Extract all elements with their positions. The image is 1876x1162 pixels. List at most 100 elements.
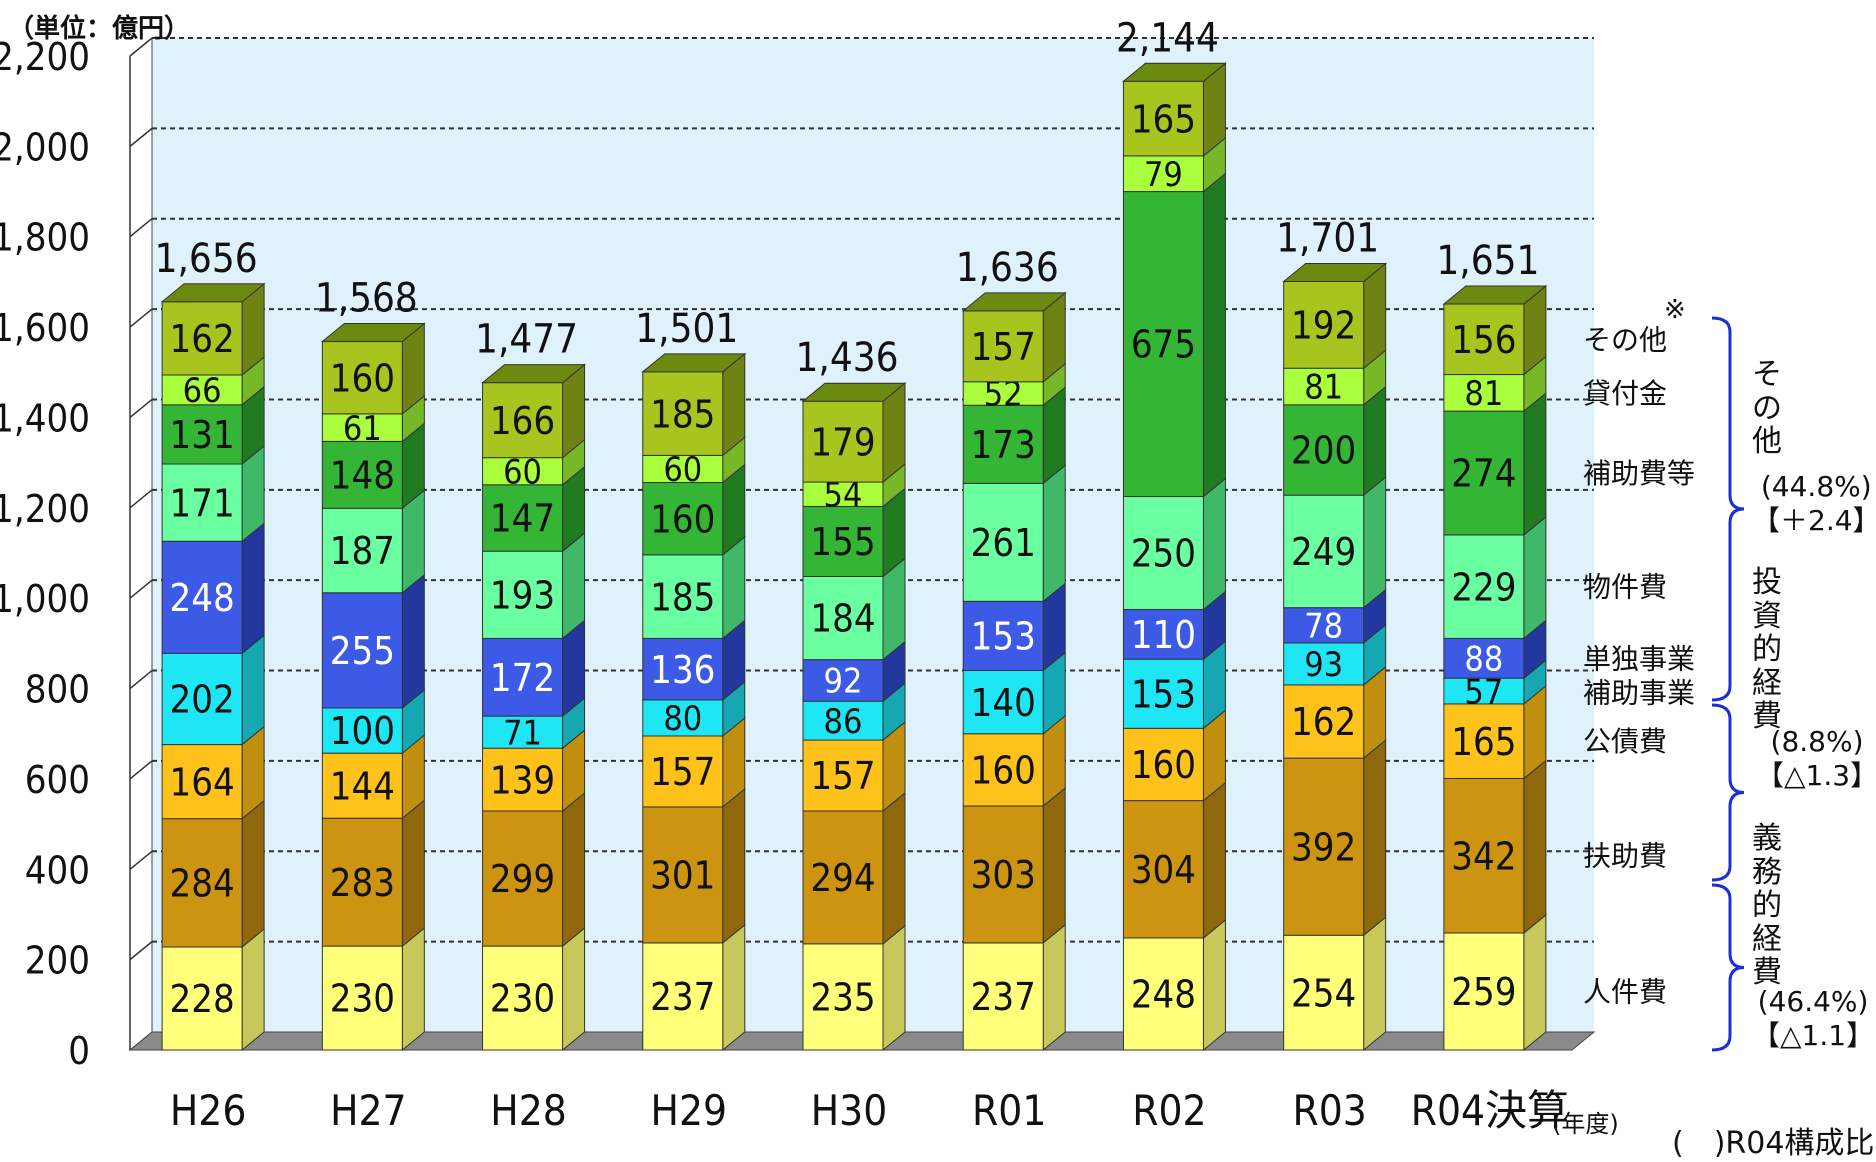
bar-value-label: 301 xyxy=(650,854,715,898)
bar-segment xyxy=(161,744,243,820)
bar-value-label: 140 xyxy=(971,681,1036,725)
bar-value-label: 157 xyxy=(971,325,1036,369)
group-other: そ の 他 xyxy=(1752,358,1782,459)
group-investment-ratio: (8.8%) 【△1.3】 xyxy=(1756,725,1876,792)
group-other-ratio: (44.8%) 【＋2.4】 xyxy=(1752,470,1876,537)
bar-value-label: 274 xyxy=(1451,452,1516,496)
group-other-char: 他 xyxy=(1752,424,1782,460)
bar-segment xyxy=(642,554,724,639)
bar-segment xyxy=(321,945,403,1051)
bar-segment-side xyxy=(1202,918,1226,1052)
bar-segment xyxy=(802,481,884,507)
bar-value-label: 193 xyxy=(490,573,555,617)
group-mandatory: 義 務 的 経 費 xyxy=(1752,822,1782,990)
bar-value-label: 237 xyxy=(650,975,715,1019)
bar-value-label: 110 xyxy=(1131,613,1196,657)
bar-value-label: 162 xyxy=(1291,700,1356,744)
legend-label: 物件費 xyxy=(1583,571,1667,604)
bar-segment-side xyxy=(562,791,586,948)
bar-segment-side xyxy=(241,799,265,949)
group-investment: 投 資 的 経 費 xyxy=(1752,566,1782,734)
group-mandatory-char: 費 xyxy=(1752,955,1782,991)
bar-total-label: 1,568 xyxy=(315,276,418,322)
bar-value-label: 200 xyxy=(1291,429,1356,473)
bar-value-label: 254 xyxy=(1291,971,1356,1015)
bar-value-label: 153 xyxy=(1131,672,1196,716)
bar-value-label: 284 xyxy=(169,862,234,906)
group-investment-char: 資 xyxy=(1752,598,1782,634)
bar-segment xyxy=(1122,727,1204,802)
bar-segment-side xyxy=(401,573,425,710)
bar-value-label: 171 xyxy=(169,481,234,525)
bar-segment xyxy=(962,310,1044,383)
bar-value-label: 173 xyxy=(971,423,1036,467)
grid-tick-connector xyxy=(129,850,153,870)
bar-segment-side xyxy=(241,522,265,655)
legend-label: 人件費 xyxy=(1583,975,1667,1008)
bar-value-label: 78 xyxy=(1304,607,1343,647)
bar-segment xyxy=(642,637,724,701)
bar-segment xyxy=(1283,494,1365,609)
group-mandatory-char: 経 xyxy=(1752,921,1782,957)
y-tick-label: 1,600 xyxy=(0,306,90,350)
bar-segment xyxy=(802,575,884,661)
plot-left-wall xyxy=(129,36,153,1052)
x-tick-label: R01 xyxy=(972,1086,1046,1135)
bar-top-face xyxy=(1282,262,1388,282)
bar-segment xyxy=(642,482,724,556)
group-mandatory-char: 的 xyxy=(1752,888,1782,924)
bar-value-label: 81 xyxy=(1304,368,1343,408)
x-axis-unit-label: (年度) xyxy=(1552,1110,1619,1138)
bar-segment xyxy=(1122,496,1204,610)
x-tick-label: H30 xyxy=(811,1086,888,1135)
bar-value-label: 160 xyxy=(330,356,395,400)
bar-segment xyxy=(1443,534,1525,639)
bar-value-label: 157 xyxy=(650,750,715,794)
bar-segment xyxy=(962,942,1044,1051)
bar-segment-side xyxy=(1523,759,1547,935)
bar-segment-side xyxy=(241,634,265,746)
bar-segment xyxy=(482,637,564,717)
bar-segment-side xyxy=(882,791,906,945)
brace-other xyxy=(1711,316,1745,702)
bar-segment-side xyxy=(1042,923,1066,1052)
bar-segment xyxy=(1443,703,1525,779)
bar-value-label: 80 xyxy=(663,699,702,739)
bar-value-label: 79 xyxy=(1144,155,1183,195)
group-mandatory-char: 務 xyxy=(1752,854,1782,890)
legend-label: 公債費 xyxy=(1583,725,1667,758)
bar-value-label: 184 xyxy=(810,597,875,641)
bar-total-label: 2,144 xyxy=(1116,15,1219,61)
bar-value-label: 153 xyxy=(971,615,1036,659)
bar-segment xyxy=(1122,191,1204,498)
bar-value-label: 147 xyxy=(490,497,555,541)
grid-tick-connector xyxy=(129,127,153,147)
bar-segment xyxy=(1443,677,1525,705)
group-investment-char: 投 xyxy=(1752,565,1782,600)
bar-segment-side xyxy=(1202,172,1226,498)
y-tick-label: 400 xyxy=(25,848,90,892)
y-tick-label: 800 xyxy=(25,668,90,712)
bar-segment xyxy=(1443,637,1525,679)
group-investment-change: 【△1.3】 xyxy=(1756,758,1876,792)
bar-segment xyxy=(1283,367,1365,406)
group-other-char: そ xyxy=(1752,357,1782,392)
brace-investment xyxy=(1711,703,1745,882)
bar-value-label: 160 xyxy=(1131,743,1196,787)
legend-label: 補助事業 xyxy=(1583,676,1695,709)
y-tick-label: 1,200 xyxy=(0,487,90,531)
bar-value-label: 60 xyxy=(503,452,542,492)
bar-value-label: 148 xyxy=(330,454,395,498)
bar-segment xyxy=(161,301,243,376)
bar-value-label: 71 xyxy=(503,713,542,753)
bar-value-label: 237 xyxy=(971,975,1036,1019)
bar-value-label: 66 xyxy=(183,371,222,411)
y-tick-label: 200 xyxy=(25,939,90,983)
bar-segment xyxy=(321,507,403,594)
bar-segment xyxy=(642,735,724,808)
bar-segment xyxy=(1283,280,1365,369)
bar-segment xyxy=(1122,800,1204,939)
bar-segment xyxy=(1443,777,1525,934)
y-tick-label: 1,400 xyxy=(0,396,90,440)
